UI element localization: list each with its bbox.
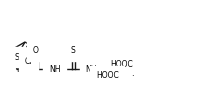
Text: I: I xyxy=(130,69,133,78)
Text: HOOC: HOOC xyxy=(95,71,118,80)
Text: S: S xyxy=(70,46,74,55)
Text: NH: NH xyxy=(85,65,97,74)
Text: S: S xyxy=(14,53,19,62)
Text: Cl: Cl xyxy=(25,57,32,66)
Text: I: I xyxy=(116,76,119,85)
Text: NH: NH xyxy=(49,65,60,74)
Text: O: O xyxy=(32,46,38,55)
Text: HOOC: HOOC xyxy=(109,60,132,69)
